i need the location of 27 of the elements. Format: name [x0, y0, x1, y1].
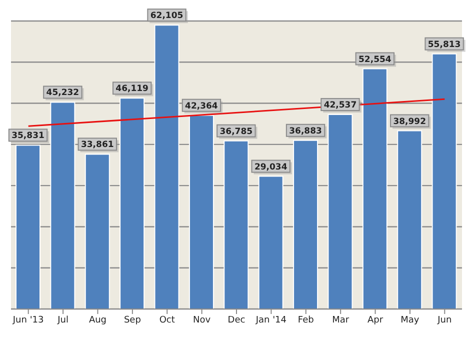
x-tick-label: Jun [436, 315, 452, 326]
data-label: 52,554 [358, 54, 392, 65]
data-label: 38,992 [393, 116, 426, 127]
data-label: 42,537 [324, 100, 357, 111]
x-tick-label: Apr [367, 315, 384, 326]
x-tick-label: Mar [332, 315, 350, 326]
data-label: 36,883 [289, 126, 322, 136]
data-label: 33,861 [80, 140, 114, 150]
data-label: 42,364 [185, 101, 218, 112]
x-tick-label: May [400, 315, 420, 326]
x-tick-label: Sep [124, 315, 142, 326]
data-label: 55,813 [428, 40, 461, 50]
data-label: 46,119 [116, 84, 149, 94]
x-tick-label: Feb [298, 315, 314, 326]
data-label: 35,831 [12, 131, 44, 142]
x-tick-label: Oct [159, 315, 176, 326]
data-label: 62,105 [150, 11, 184, 22]
bar [328, 114, 353, 310]
data-label: 29,034 [254, 162, 288, 172]
x-tick-label: Jan '14 [254, 315, 287, 326]
x-tick-label: Nov [193, 315, 212, 326]
x-tick-label: Jul [56, 315, 68, 326]
x-tick-label: Aug [88, 315, 107, 326]
data-label: 45,232 [46, 88, 80, 98]
x-tick-label: Dec [228, 315, 246, 326]
x-tick-label: Jun '13 [12, 315, 44, 326]
data-label: 36,785 [220, 126, 253, 137]
